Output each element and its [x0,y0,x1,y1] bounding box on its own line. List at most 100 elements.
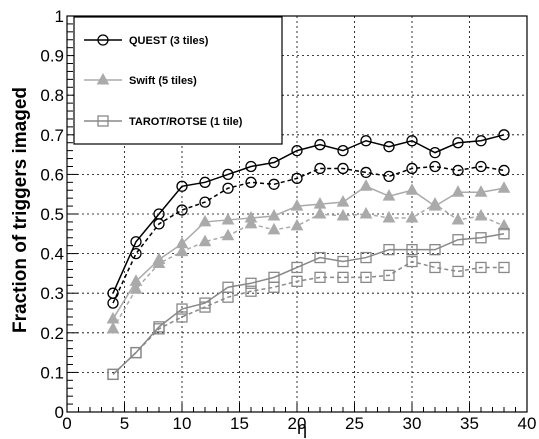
data-point-swift [267,208,281,221]
x-tick-label: 0 [62,414,71,433]
data-point-tarot-rotse [429,243,441,256]
data-dashed-point-quest [406,162,418,175]
data-point-tarot-rotse [314,251,326,264]
data-point-tarot-rotse [498,228,510,240]
data-dashed-point-swift [474,208,488,221]
data-dashed-point-quest [245,176,257,188]
y-tick-label: 0.9 [40,47,64,66]
series-line-swift [112,185,505,320]
x-tick-label: 5 [120,414,129,433]
data-point-tarot-rotse [291,261,303,274]
legend-marker-swift [96,72,110,85]
series-tarot-rotse [107,228,510,381]
y-tick-label: 0.8 [40,86,64,105]
data-point-quest [406,135,418,147]
series-swift [106,179,511,334]
data-dashed-point-quest [153,218,165,230]
data-point-swift [382,189,396,201]
y-tick-label: 0.3 [40,284,64,303]
data-point-tarot-rotse [245,277,257,289]
x-tick-label: 30 [403,414,422,433]
legend-marker-tarot-rotse [97,115,109,127]
data-dashed-point-swift [451,212,465,225]
data-dashed-point-swift [221,228,235,241]
data-dashed-point-tarot-rotse [176,311,188,323]
data-dashed-point-quest [268,178,280,190]
data-point-swift [405,183,419,195]
data-dashed-point-quest [291,172,303,185]
data-dashed-point-swift [405,210,419,223]
data-dashed-point-quest [130,247,142,260]
data-dashed-point-quest [475,160,487,173]
legend-label-swift: Swift (5 tiles) [129,75,197,87]
y-tick-label: 0.4 [40,245,64,264]
y-tick-label: 0.6 [40,165,64,184]
x-tick-label: 20 [288,414,307,433]
y-tick-label: 0 [55,403,64,422]
y-tick-label: 0.1 [40,363,64,382]
data-dashed-point-tarot-rotse [199,301,211,313]
data-dashed-point-swift [313,206,327,219]
data-point-quest [222,168,234,181]
data-dashed-point-swift [336,208,350,221]
data-point-swift [451,185,465,197]
legend: QUEST (3 tiles) Swift (5 tiles) TAROT/RO… [73,16,283,145]
data-point-swift [106,311,120,324]
data-dashed-point-quest [176,204,188,216]
data-point-tarot-rotse [475,232,487,244]
data-point-quest [429,146,441,159]
data-point-tarot-rotse [360,251,372,264]
data-dashed-point-swift [290,218,304,231]
data-point-quest [130,236,142,248]
data-dashed-point-tarot-rotse [498,261,510,274]
data-point-quest [291,144,303,157]
data-dashed-point-tarot-rotse [314,271,326,284]
series-dashed-line-quest [112,165,505,304]
data-dashed-point-tarot-rotse [360,271,372,284]
data-point-swift [198,214,212,227]
data-point-tarot-rotse [383,243,395,256]
data-dashed-point-tarot-rotse [337,271,349,284]
data-point-quest [475,135,487,147]
data-dashed-point-swift [175,244,189,257]
data-dashed-point-tarot-rotse [107,368,119,381]
data-dashed-point-swift [106,321,120,334]
x-tick-label: 10 [173,414,192,433]
x-tick-label: 25 [345,414,364,433]
data-dashed-point-quest [429,160,441,173]
data-point-quest [176,180,188,192]
data-point-swift [497,181,511,193]
series-line-tarot-rotse [112,233,505,375]
data-dashed-point-tarot-rotse [245,285,257,297]
series-quest [107,129,510,309]
data-dashed-point-quest [383,170,395,183]
data-dashed-point-quest [498,164,510,177]
data-point-swift [336,195,350,207]
data-point-quest [245,160,257,173]
x-axis-title: η [297,418,307,438]
data-dashed-point-quest [107,297,119,309]
tick-layer: 0 5 10 15 20 25 30 35 40 0 0.1 0.2 0.3 0.4 0.5 0.6 0.7 0.… [40,7,536,433]
legend-label-tarot-rotse: TAROT/ROTSE (1 tile) [129,116,243,128]
y-axis-title: Fraction of triggers imaged [10,87,31,333]
data-dashed-point-swift [152,256,166,268]
data-dashed-point-quest [360,166,372,179]
data-dashed-point-quest [199,196,211,208]
data-point-swift [474,185,488,197]
data-point-quest [199,176,211,188]
data-dashed-point-tarot-rotse [222,291,234,303]
data-dashed-point-tarot-rotse [130,346,142,359]
data-point-swift [290,199,304,211]
legend-label-quest: QUEST (3 tiles) [129,35,209,47]
data-point-tarot-rotse [337,255,349,268]
data-dashed-point-tarot-rotse [268,281,280,293]
series-dashed-line-swift [112,203,505,330]
data-dashed-point-swift [198,234,212,247]
data-dashed-point-tarot-rotse [429,261,441,274]
data-dashed-point-swift [428,197,442,209]
data-dashed-point-tarot-rotse [291,275,303,287]
y-tick-label: 1 [55,7,64,26]
series-layer [106,129,511,381]
data-point-quest [383,141,395,153]
data-dashed-point-tarot-rotse [406,255,418,268]
